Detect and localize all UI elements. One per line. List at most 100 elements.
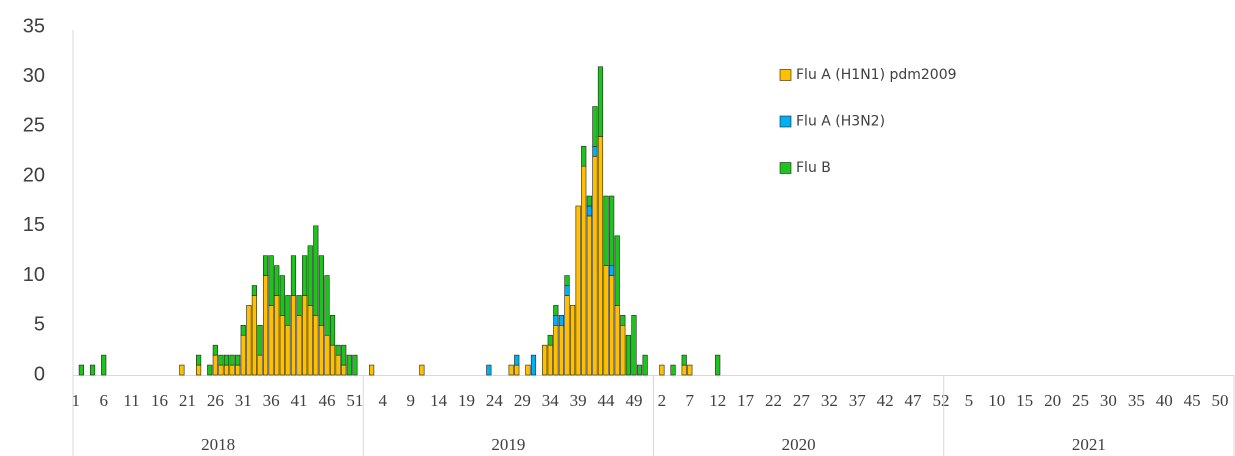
bar-segment [508, 364, 514, 376]
bar-segment [687, 364, 693, 376]
x-tick-label: 5 [965, 391, 974, 410]
bar-segment [218, 364, 224, 376]
bar-segment [620, 315, 626, 326]
bar-segment [251, 285, 257, 296]
x-tick-label: 30 [1100, 391, 1117, 410]
x-tick-label: 34 [542, 391, 560, 410]
x-tick-label: 51 [346, 391, 363, 410]
bar-segment [285, 295, 291, 326]
x-tick-label: 10 [988, 391, 1005, 410]
bar-segment [212, 344, 218, 356]
x-tick-label: 36 [263, 391, 280, 410]
bar-segment [313, 315, 319, 376]
x-tick-label: 2 [658, 391, 667, 410]
bar-segment [223, 364, 230, 376]
bar-segment [514, 364, 520, 376]
bar-segment [352, 354, 358, 376]
bar-segment [614, 235, 620, 306]
bar-segment [262, 275, 269, 376]
bar-segment [240, 324, 246, 336]
x-tick-label: 14 [430, 391, 448, 410]
bar-segment [335, 354, 341, 376]
bar-segment [547, 344, 553, 376]
bar-segment [296, 295, 302, 316]
bar-segment [597, 136, 604, 376]
x-tick-label: 26 [207, 391, 224, 410]
x-tick-label: 47 [905, 391, 923, 410]
x-tick-label: 42 [877, 391, 894, 410]
bar-segment [101, 354, 107, 376]
bar-segment [659, 364, 665, 376]
bar-segment [597, 66, 604, 137]
bar-segment [251, 295, 257, 376]
bar-segment [603, 265, 609, 376]
bar-segment [290, 255, 297, 296]
bar-segment [670, 364, 676, 376]
x-tick-label: 24 [486, 391, 504, 410]
bar-segment [614, 305, 620, 376]
bar-segment [369, 364, 375, 376]
bar-segment [195, 354, 202, 366]
bar-segment [78, 364, 84, 376]
bar-segment [564, 295, 570, 376]
bar-segment [307, 305, 313, 376]
x-tick-label: 31 [235, 391, 252, 410]
y-tick-label: 10 [23, 264, 45, 286]
bar-segment [279, 315, 285, 376]
bar-segment [235, 364, 241, 376]
bar-segment [592, 155, 598, 376]
legend-swatch [779, 69, 792, 81]
bar-segment [318, 255, 324, 326]
x-tick-label: 29 [514, 391, 531, 410]
x-tick-label: 6 [99, 391, 108, 410]
x-tick-label: 50 [1212, 391, 1229, 410]
x-tick-label: 15 [1016, 391, 1033, 410]
x-tick-label: 12 [709, 391, 726, 410]
x-tick-label: 9 [406, 391, 415, 410]
x-tick-label: 4 [379, 391, 388, 410]
bar-segment [586, 215, 592, 376]
bar-segment [302, 295, 308, 376]
bar-segment [609, 195, 615, 266]
bar-segment [262, 255, 269, 276]
bar-segment [592, 146, 598, 157]
x-tick-label: 35 [1128, 391, 1145, 410]
x-tick-label: 46 [318, 391, 335, 410]
bar-segment [609, 275, 615, 376]
y-tick-label: 35 [23, 15, 45, 37]
x-tick-label: 39 [570, 391, 587, 410]
bar-segment [207, 364, 213, 376]
bar-segment [296, 315, 302, 376]
legend-swatch [779, 162, 792, 174]
x-tick-label: 21 [179, 391, 196, 410]
bar-segment [240, 334, 246, 376]
x-tick-label: 1 [72, 391, 81, 410]
legend-label: Flu A (H3N2) [796, 114, 885, 130]
x-tick-label: 11 [123, 391, 139, 410]
bar-segment [609, 265, 615, 276]
bar-segment [302, 255, 308, 296]
x-tick-label: 19 [458, 391, 475, 410]
group-label: 2021 [1072, 435, 1106, 454]
bar-segment [268, 305, 274, 376]
legend-swatch [779, 115, 792, 128]
x-tick-label: 45 [1184, 391, 1201, 410]
legend-label: Flu A (H1N1) pdm2009 [796, 67, 957, 83]
bar-segment [274, 295, 280, 376]
bar-segment [631, 315, 637, 376]
bar-segment [341, 344, 347, 366]
y-tick-label: 30 [23, 65, 45, 87]
bar-segment [642, 354, 648, 376]
bar-segment [285, 324, 291, 376]
x-tick-label: 37 [849, 391, 867, 410]
bar-segment [715, 354, 721, 376]
bar-segment [212, 354, 218, 376]
bar-segment [329, 315, 336, 346]
bar-segment [558, 315, 564, 326]
bar-segment [586, 195, 592, 207]
x-tick-label: 20 [1044, 391, 1061, 410]
bar-segment [218, 354, 224, 366]
bar-segment [681, 354, 687, 366]
bar-segment [564, 275, 570, 286]
